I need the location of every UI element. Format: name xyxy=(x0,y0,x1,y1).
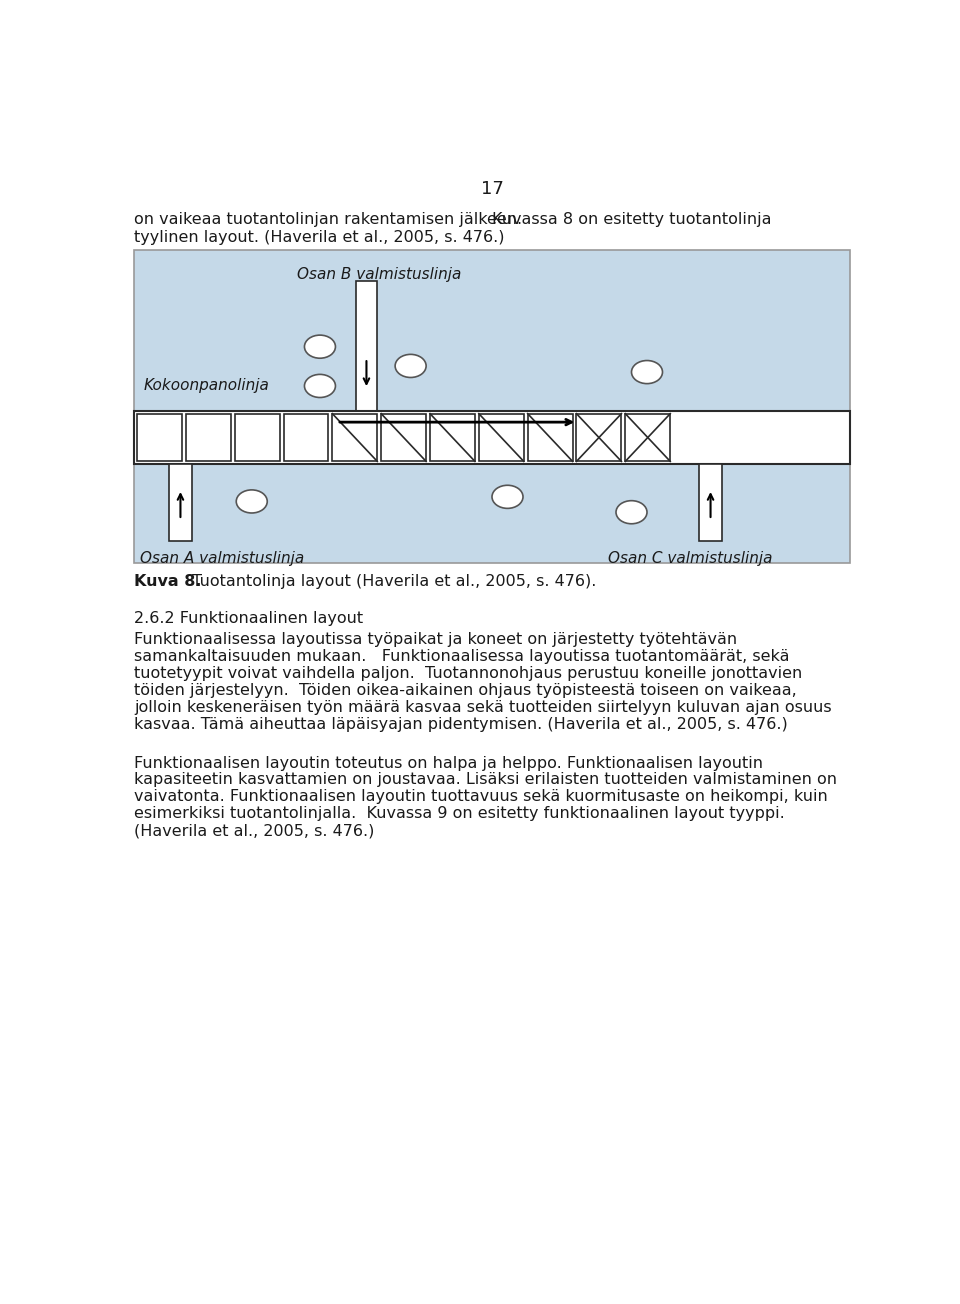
Text: samankaltaisuuden mukaan.   Funktionaalisessa layoutissa tuotantomäärät, sekä: samankaltaisuuden mukaan. Funktionaalise… xyxy=(134,649,789,664)
Bar xyxy=(137,413,182,462)
Bar xyxy=(283,413,328,462)
Text: Kuva 8.: Kuva 8. xyxy=(134,574,202,589)
Ellipse shape xyxy=(304,374,335,398)
Text: Osan C valmistuslinja: Osan C valmistuslinja xyxy=(609,550,773,566)
Bar xyxy=(381,413,426,462)
Text: tuotetyypit voivat vaihdella paljon.  Tuotannonohjaus perustuu koneille jonottav: tuotetyypit voivat vaihdella paljon. Tuo… xyxy=(134,666,803,681)
Text: on vaikeaa tuotantolinjan rakentamisen jälkeen.: on vaikeaa tuotantolinjan rakentamisen j… xyxy=(134,213,522,227)
Bar xyxy=(169,464,192,541)
Bar xyxy=(479,413,524,462)
Text: Osan A valmistuslinja: Osan A valmistuslinja xyxy=(140,550,304,566)
Ellipse shape xyxy=(304,335,335,359)
Ellipse shape xyxy=(396,355,426,377)
Text: kasvaa. Tämä aiheuttaa läpäisyajan pidentymisen. (Haverila et al., 2005, s. 476.: kasvaa. Tämä aiheuttaa läpäisyajan piden… xyxy=(134,717,788,732)
Bar xyxy=(625,413,670,462)
Text: töiden järjestelyyn.  Töiden oikea-aikainen ohjaus työpisteestä toiseen on vaike: töiden järjestelyyn. Töiden oikea-aikain… xyxy=(134,683,797,698)
Text: tyylinen layout. (Haverila et al., 2005, s. 476.): tyylinen layout. (Haverila et al., 2005,… xyxy=(134,231,504,245)
Bar xyxy=(356,282,376,411)
Text: Funktionaalisen layoutin toteutus on halpa ja helppo. Funktionaalisen layoutin: Funktionaalisen layoutin toteutus on hal… xyxy=(134,755,763,771)
Text: Kuvassa 8 on esitetty tuotantolinja: Kuvassa 8 on esitetty tuotantolinja xyxy=(492,213,772,227)
Bar xyxy=(430,413,475,462)
Bar xyxy=(528,413,572,462)
Text: Kokoonpanolinja: Kokoonpanolinja xyxy=(143,378,269,394)
Bar xyxy=(186,413,230,462)
Ellipse shape xyxy=(632,360,662,383)
Text: Funktionaalisessa layoutissa työpaikat ja koneet on järjestetty työtehtävän: Funktionaalisessa layoutissa työpaikat j… xyxy=(134,632,737,647)
Bar xyxy=(576,413,621,462)
Bar xyxy=(699,464,722,541)
Text: kapasiteetin kasvattamien on joustavaa. Lisäksi erilaisten tuotteiden valmistami: kapasiteetin kasvattamien on joustavaa. … xyxy=(134,772,837,788)
Text: jolloin keskeneräisen työn määrä kasvaa sekä tuotteiden siirtelyyn kuluvan ajan : jolloin keskeneräisen työn määrä kasvaa … xyxy=(134,700,831,715)
Bar xyxy=(134,411,850,464)
Bar xyxy=(134,250,850,563)
Text: (Haverila et al., 2005, s. 476.): (Haverila et al., 2005, s. 476.) xyxy=(134,823,374,838)
Text: esimerkiksi tuotantolinjalla.  Kuvassa 9 on esitetty funktionaalinen layout tyyp: esimerkiksi tuotantolinjalla. Kuvassa 9 … xyxy=(134,806,784,822)
Bar xyxy=(234,413,279,462)
Ellipse shape xyxy=(236,490,267,512)
Text: 2.6.2 Funktionaalinen layout: 2.6.2 Funktionaalinen layout xyxy=(134,610,363,626)
Ellipse shape xyxy=(492,485,523,509)
Text: 17: 17 xyxy=(481,180,503,198)
Ellipse shape xyxy=(616,501,647,524)
Bar xyxy=(332,413,377,462)
Text: Tuotantolinja layout (Haverila et al., 2005, s. 476).: Tuotantolinja layout (Haverila et al., 2… xyxy=(186,574,596,589)
Text: vaivatonta. Funktionaalisen layoutin tuottavuus sekä kuormitusaste on heikompi, : vaivatonta. Funktionaalisen layoutin tuo… xyxy=(134,789,828,805)
Text: Osan B valmistuslinja: Osan B valmistuslinja xyxy=(298,266,462,282)
